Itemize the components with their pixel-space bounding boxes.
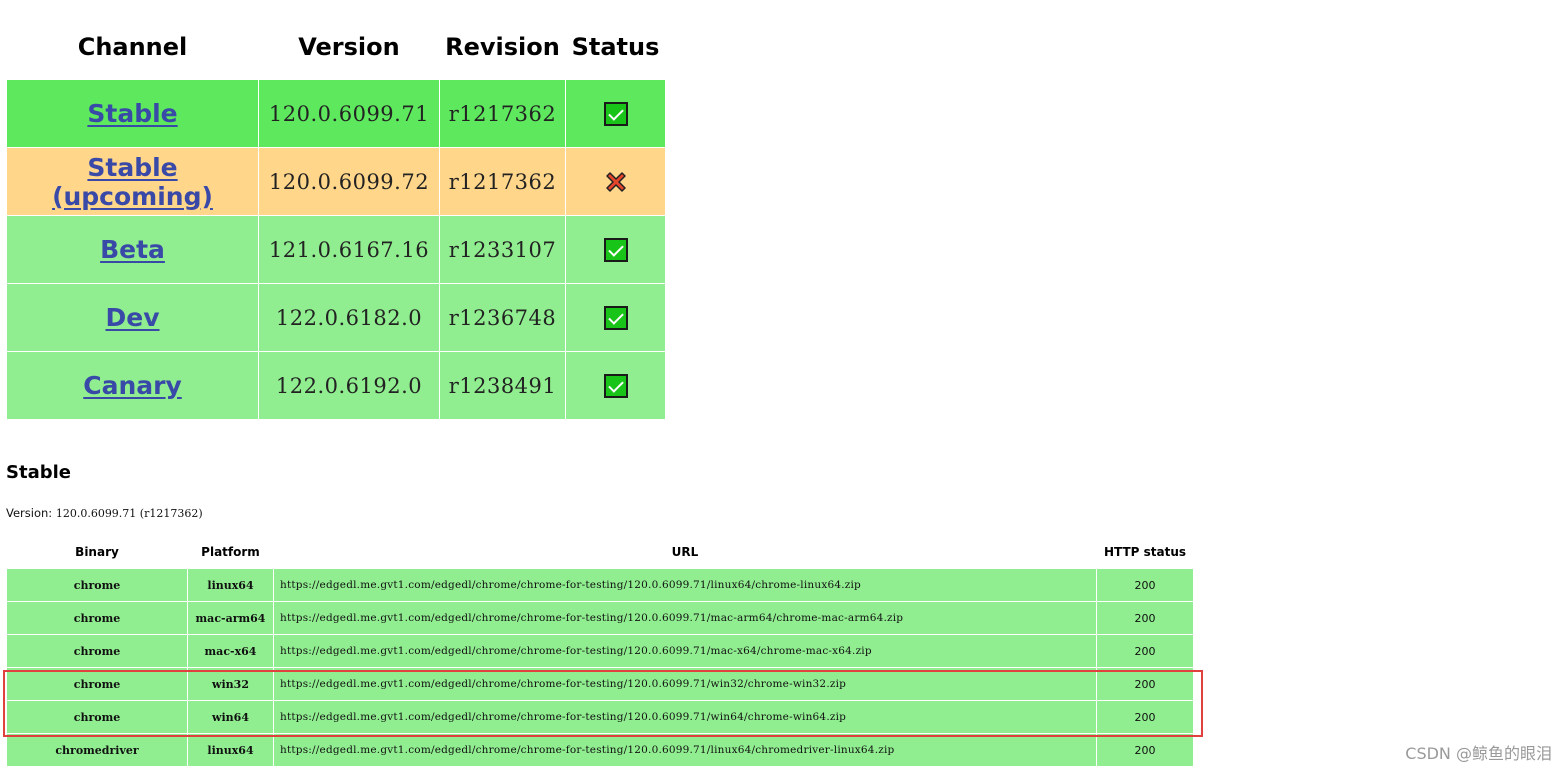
column-header-revision: Revision: [440, 15, 565, 79]
channel-cell: Canary: [7, 352, 258, 419]
status-cell: [566, 352, 665, 419]
binary-cell: chrome: [7, 569, 187, 601]
column-header-http-status: HTTP status: [1097, 536, 1193, 568]
version-cell: 121.0.6167.16: [259, 216, 439, 283]
status-cell: [566, 284, 665, 351]
http-status-cell: 200: [1097, 635, 1193, 667]
version-cell: 122.0.6182.0: [259, 284, 439, 351]
revision-cell: r1217362: [440, 148, 565, 215]
version-value: 120.0.6099.71 (r1217362): [55, 507, 203, 520]
url-cell[interactable]: https://edgedl.me.gvt1.com/edgedl/chrome…: [274, 668, 1096, 700]
channel-row-stable: Stable 120.0.6099.71 r1217362: [7, 80, 665, 147]
http-status-cell: 200: [1097, 734, 1193, 766]
http-status-cell: 200: [1097, 602, 1193, 634]
column-header-binary: Binary: [7, 536, 187, 568]
platform-cell: mac-x64: [188, 635, 273, 667]
url-cell[interactable]: https://edgedl.me.gvt1.com/edgedl/chrome…: [274, 602, 1096, 634]
check-box-icon: [603, 373, 628, 398]
table-row-win64: chrome win64 https://edgedl.me.gvt1.com/…: [7, 701, 1193, 733]
channel-cell: Stable (upcoming): [7, 148, 258, 215]
http-status-cell: 200: [1097, 668, 1193, 700]
cross-icon: [605, 171, 626, 192]
platform-cell: win32: [188, 668, 273, 700]
status-cell: [566, 80, 665, 147]
url-cell[interactable]: https://edgedl.me.gvt1.com/edgedl/chrome…: [274, 701, 1096, 733]
stable-section-title: Stable: [6, 462, 71, 483]
platform-cell: linux64: [188, 734, 273, 766]
channel-link-dev[interactable]: Dev: [105, 303, 160, 332]
revision-cell: r1238491: [440, 352, 565, 419]
channel-cell: Stable: [7, 80, 258, 147]
table-row: chrome linux64 https://edgedl.me.gvt1.co…: [7, 569, 1193, 601]
binary-cell: chrome: [7, 602, 187, 634]
version-cell: 122.0.6192.0: [259, 352, 439, 419]
revision-cell: r1217362: [440, 80, 565, 147]
binary-cell: chromedriver: [7, 734, 187, 766]
binary-cell: chrome: [7, 668, 187, 700]
version-cell: 120.0.6099.72: [259, 148, 439, 215]
url-cell[interactable]: https://edgedl.me.gvt1.com/edgedl/chrome…: [274, 635, 1096, 667]
platform-cell: win64: [188, 701, 273, 733]
status-cell: [566, 216, 665, 283]
revision-cell: r1236748: [440, 284, 565, 351]
http-status-cell: 200: [1097, 569, 1193, 601]
binary-cell: chrome: [7, 635, 187, 667]
stable-version-line: Version: 120.0.6099.71 (r1217362): [6, 506, 203, 520]
channel-link-stable[interactable]: Stable: [87, 99, 178, 128]
watermark: CSDN @鲸鱼的眼泪: [1405, 744, 1552, 763]
table-row-win32: chrome win32 https://edgedl.me.gvt1.com/…: [7, 668, 1193, 700]
channel-link-canary[interactable]: Canary: [83, 371, 182, 400]
channel-row-stable-upcoming: Stable (upcoming) 120.0.6099.72 r1217362: [7, 148, 665, 215]
check-box-icon: [603, 237, 628, 262]
column-header-channel: Channel: [7, 15, 258, 79]
channel-status-table: Channel Version Revision Status Stable 1…: [6, 14, 666, 420]
column-header-status: Status: [566, 15, 665, 79]
channel-link-stable-upcoming[interactable]: Stable (upcoming): [52, 152, 213, 211]
binary-cell: chrome: [7, 701, 187, 733]
check-box-icon: [603, 101, 628, 126]
http-status-cell: 200: [1097, 701, 1193, 733]
stable-downloads-table: Binary Platform URL HTTP status chrome l…: [6, 535, 1194, 767]
table-row: chrome mac-x64 https://edgedl.me.gvt1.co…: [7, 635, 1193, 667]
revision-cell: r1233107: [440, 216, 565, 283]
channel-cell: Dev: [7, 284, 258, 351]
column-header-url: URL: [274, 536, 1096, 568]
platform-cell: linux64: [188, 569, 273, 601]
channel-cell: Beta: [7, 216, 258, 283]
channel-row-canary: Canary 122.0.6192.0 r1238491: [7, 352, 665, 419]
column-header-version: Version: [259, 15, 439, 79]
channel-row-beta: Beta 121.0.6167.16 r1233107: [7, 216, 665, 283]
column-header-platform: Platform: [188, 536, 273, 568]
channel-link-beta[interactable]: Beta: [100, 235, 165, 264]
status-cell: [566, 148, 665, 215]
check-box-icon: [603, 305, 628, 330]
version-cell: 120.0.6099.71: [259, 80, 439, 147]
version-label: Version:: [6, 506, 53, 520]
platform-cell: mac-arm64: [188, 602, 273, 634]
url-cell[interactable]: https://edgedl.me.gvt1.com/edgedl/chrome…: [274, 569, 1096, 601]
table-row: chromedriver linux64 https://edgedl.me.g…: [7, 734, 1193, 766]
downloads-table-header: Binary Platform URL HTTP status: [7, 536, 1193, 568]
channel-row-dev: Dev 122.0.6182.0 r1236748: [7, 284, 665, 351]
url-cell[interactable]: https://edgedl.me.gvt1.com/edgedl/chrome…: [274, 734, 1096, 766]
channel-table-header: Channel Version Revision Status: [7, 15, 665, 79]
table-row: chrome mac-arm64 https://edgedl.me.gvt1.…: [7, 602, 1193, 634]
